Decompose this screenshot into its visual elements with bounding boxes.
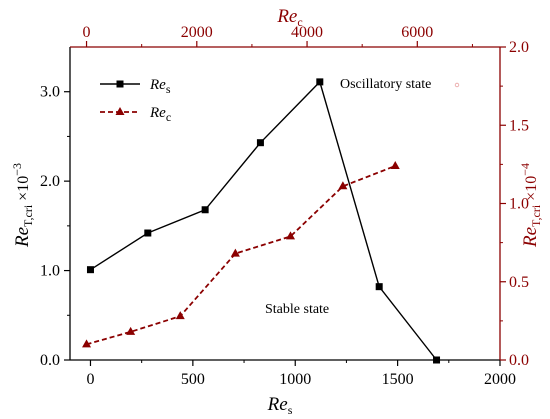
left-tick-label: 0.0 [40,352,60,369]
axis-ticks: 0 500 1000 1500 2000 0 2000 4000 6000 0.0 1.0 2.0 3.… [40,24,529,388]
data-point-triangle [390,160,400,169]
left-tick-label: 1.0 [40,263,60,280]
left-tick-label: 2.0 [40,173,60,190]
top-tick-label: 6000 [401,24,433,41]
x-axis-label-top: Rec [276,6,302,29]
bottom-tick-label: 1500 [382,371,414,388]
legend-marker-res [116,80,124,88]
x-axis-label-bottom: Res [267,394,293,417]
data-point-triangle [230,248,240,257]
annotation-oscillatory-state: Oscillatory state [340,77,431,92]
bottom-tick-label: 500 [181,371,205,388]
data-point-triangle [82,339,92,348]
top-tick-label: 2000 [181,24,213,41]
data-point-square [144,229,152,237]
annotation-stable-state: Stable state [265,302,329,317]
right-tick-label: 2.0 [509,39,529,56]
data-point-square [433,356,441,364]
legend-marker-rec [115,107,125,115]
top-tick-label: 0 [83,24,91,41]
legend-label-rec: Rec [149,105,171,124]
top-tick-label: 4000 [291,24,323,41]
data-point-square [256,139,264,147]
bottom-tick-label: 0 [86,371,94,388]
legend: Res Rec [100,77,171,124]
data-point-triangle [175,311,185,320]
right-tick-label: 0.5 [509,274,529,291]
right-tick-label: 1.5 [509,117,529,134]
data-point-triangle [338,181,348,190]
data-point-triangle [126,326,136,335]
plot-area [82,78,441,364]
data-point-square [201,206,209,214]
bottom-tick-label: 2000 [484,371,516,388]
y-axis-label-right: ReT,cri ×10−4 [518,163,543,248]
data-point-square [86,266,94,274]
y-axis-label-left: ReT,cri ×10−3 [10,163,35,248]
data-point-square [316,78,324,86]
left-tick-label: 3.0 [40,84,60,101]
legend-label-res: Res [149,77,171,96]
right-tick-label: 0.0 [509,352,529,369]
data-point-triangle [286,231,296,240]
data-point-square [375,283,383,291]
bottom-tick-label: 1000 [279,371,311,388]
right-tick-label: 1.0 [509,196,529,213]
stray-mark [454,82,460,88]
